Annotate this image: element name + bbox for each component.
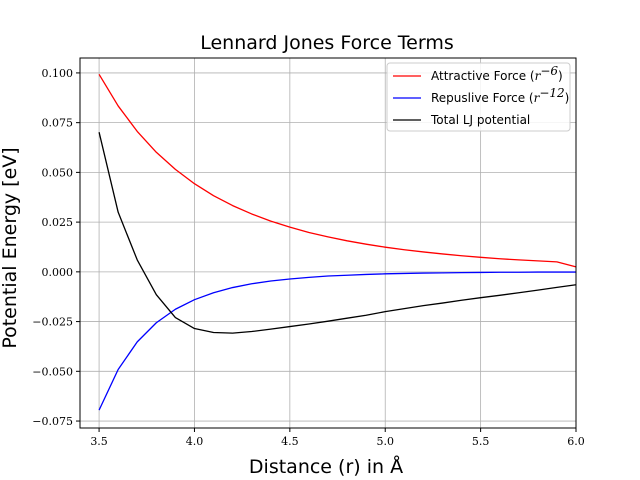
x-tick-label: 4.0 [186, 435, 204, 448]
legend-label-3: Total LJ potential [430, 113, 530, 127]
y-tick-label: 0.100 [42, 67, 74, 80]
y-tick-label: 0.075 [42, 117, 74, 130]
series-line-2 [98, 271, 576, 411]
chart-title: Lennard Jones Force Terms [200, 32, 454, 54]
y-tick-label: 0.050 [42, 166, 74, 179]
x-tick-label: 5.5 [472, 435, 490, 448]
y-tick-label: 0.025 [42, 216, 74, 229]
legend-label-1: Attractive Force (r−6) [431, 64, 563, 83]
legend: Attractive Force (r−6) Repuslive Force (r… [386, 62, 571, 132]
series-line-1 [98, 73, 577, 268]
y-axis-label: Potential Energy [eV] [0, 147, 21, 348]
legend-label-2: Repuslive Force (r−12) [431, 86, 569, 105]
x-ticks: 3.5 4.0 4.5 5.0 5.5 6.0 [90, 428, 585, 448]
y-tick-label: 0.000 [42, 266, 74, 279]
x-tick-label: 5.0 [376, 435, 394, 448]
series-line-3 [98, 132, 577, 334]
y-tick-label: −0.050 [32, 365, 73, 378]
x-tick-label: 3.5 [90, 435, 108, 448]
x-axis-label: Distance (r) in Å [249, 455, 403, 478]
y-tick-label: −0.075 [32, 415, 73, 428]
y-ticks: 0.100 0.075 0.050 0.025 0.000 −0.025 −0.050 −0.… [32, 67, 80, 428]
y-tick-label: −0.025 [32, 316, 73, 329]
legend-box [386, 62, 571, 132]
x-tick-label: 6.0 [567, 435, 585, 448]
series-layer [98, 73, 577, 411]
axes-frame [79, 57, 577, 429]
x-tick-label: 4.5 [281, 435, 299, 448]
